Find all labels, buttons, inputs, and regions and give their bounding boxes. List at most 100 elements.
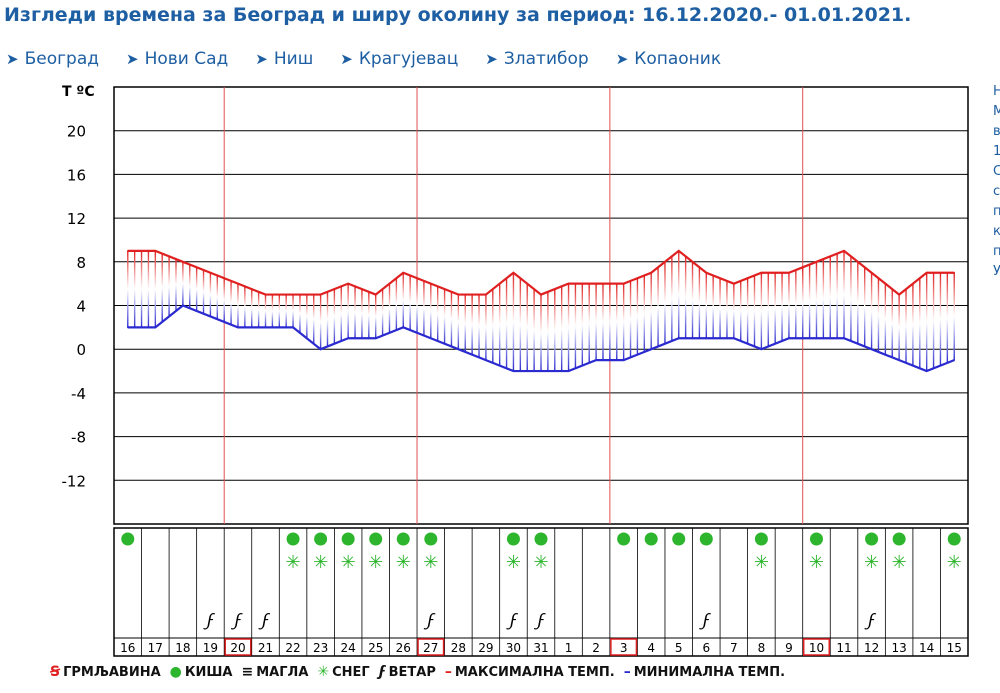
legend-item-max-temp: – МАКСИМАЛНА ТЕМП. [445,664,615,680]
highlighted-day-box [802,638,831,656]
snow-icon: ✳ [864,552,879,573]
x-tick-label: 6 [702,641,710,655]
min-temp-point [374,337,377,340]
city-nav: ➤ Београд ➤ Нови Сад ➤ Ниш ➤ Крагујевац ➤ Зла… [6,49,748,69]
snow-icon: ✳ [754,552,769,573]
rain-icon [341,532,355,546]
x-tick-label: 2 [592,641,600,655]
wind-icon: ϝ [378,664,386,680]
highlighted-day-box [224,638,252,656]
wind-icon: ϝ [506,611,519,631]
min-temp-point [733,337,735,340]
x-tick-label: 1 [565,641,573,655]
side-text-line: п [993,244,1000,259]
legend-item-thunder: Ꞩ ГРМЉАВИНА [50,664,161,680]
nav-item-beograd[interactable]: ➤ Београд [6,49,99,69]
min-temp-point [788,337,790,340]
rain-icon [617,532,631,546]
min-temp-point [677,337,680,340]
side-text-line: с [993,184,1000,199]
x-tick-label: 17 [148,641,163,655]
legend-item-fog: ≡ МАГЛА [242,664,309,680]
max-temp-point [512,271,515,274]
x-tick-label: 21 [258,641,273,655]
snow-icon: ✳ [533,552,548,573]
legend-label: ГРМЉАВИНА [63,664,161,680]
nav-item-novi-sad[interactable]: ➤ Нови Сад [126,49,228,69]
rain-icon [424,532,438,546]
min-temp-point [264,326,267,329]
arrow-right-icon: ➤ [485,50,498,68]
snow-icon: ✳ [423,552,438,573]
max-temp-point [788,271,790,274]
rain-icon: ● [169,664,182,680]
max-temp-point [595,282,597,285]
x-tick-label: 24 [341,641,356,655]
snow-icon: ✳ [341,552,356,573]
side-text-line: Н [993,84,1000,99]
x-tick-label: 20 [230,641,245,655]
snow-icon: ✳ [506,552,521,573]
rain-icon [809,532,823,546]
snow-icon: ✳ [947,552,962,573]
max-temp-point [485,293,487,296]
legend-item-rain: ● КИША [170,664,233,680]
nav-item-kragujevac[interactable]: ➤ Крагујевац [340,49,458,69]
nav-item-nis[interactable]: ➤ Ниш [255,49,313,69]
y-tick-label: -8 [71,429,86,447]
x-tick-label: 4 [647,641,655,655]
min-temp-point [512,370,515,372]
min-temp-point [898,359,900,361]
max-temp-point [760,271,763,274]
wind-icon: ϝ [423,611,436,631]
max-temp-point [374,293,377,296]
y-tick-label: 16 [67,166,86,184]
min-temp-point [760,348,763,351]
x-tick-label: 23 [313,641,328,655]
x-tick-label: 26 [396,641,411,655]
snow-icon: ✳ [892,552,907,573]
nav-item-label: Копаоник [634,49,722,69]
wind-icon: ϝ [698,611,711,631]
max-temp-point [126,250,129,252]
min-temp-point [650,348,652,351]
max-temp-point [733,282,735,285]
x-tick-label: 19 [203,641,218,655]
page-title: Изгледи времена за Београд и ширу околин… [4,4,912,26]
min-temp-point [705,337,708,340]
thunder-icon: Ꞩ [50,664,61,680]
max-temp-point [870,271,873,274]
max-temp-point [677,250,680,252]
x-tick-label: 8 [758,641,766,655]
nav-item-label: Ниш [273,49,314,69]
y-tick-label: 12 [67,210,86,228]
arrow-right-icon: ➤ [255,50,268,68]
min-temp-point [402,326,405,329]
snow-icon: ✳ [368,552,383,573]
rain-icon [314,532,328,546]
max-temp-point [347,282,349,285]
wind-icon: ϝ [864,611,877,631]
y-axis-label: T ºC [62,84,95,100]
max-temp-point [264,293,267,296]
min-temp-point [292,326,294,329]
arrow-right-icon: ➤ [6,50,19,68]
rain-icon [506,532,520,546]
x-tick-label: 18 [175,641,190,655]
max-temp-point [843,250,845,252]
side-text-line: в [993,124,1000,139]
chart-legend: Ꞩ ГРМЉАВИНА ● КИША ≡ МАГЛА ✳ СНЕГ ϝ ВЕТАР – МА… [50,664,794,680]
side-text-line: С [993,164,1000,179]
arrow-right-icon: ➤ [126,50,139,68]
nav-item-zlatibor[interactable]: ➤ Златибор [485,49,588,69]
rain-icon [754,532,768,546]
max-temp-point [650,271,652,274]
y-tick-label: 8 [76,254,86,272]
wind-icon: ϝ [533,611,546,631]
wind-icon: ϝ [230,611,243,631]
nav-item-kopaonik[interactable]: ➤ Копаоник [616,49,721,69]
y-tick-label: -4 [71,385,86,403]
rain-icon [699,532,713,546]
y-tick-label: -12 [62,472,87,490]
